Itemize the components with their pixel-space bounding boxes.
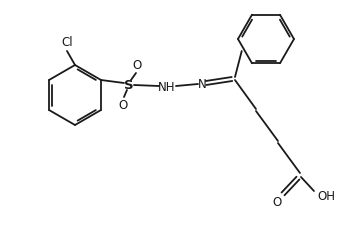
Text: N: N xyxy=(197,77,206,91)
Text: Cl: Cl xyxy=(61,36,73,49)
Text: O: O xyxy=(272,196,282,209)
Text: NH: NH xyxy=(158,81,176,94)
Text: S: S xyxy=(124,78,134,91)
Text: O: O xyxy=(118,99,128,111)
Text: OH: OH xyxy=(317,190,335,202)
Text: O: O xyxy=(132,59,142,72)
